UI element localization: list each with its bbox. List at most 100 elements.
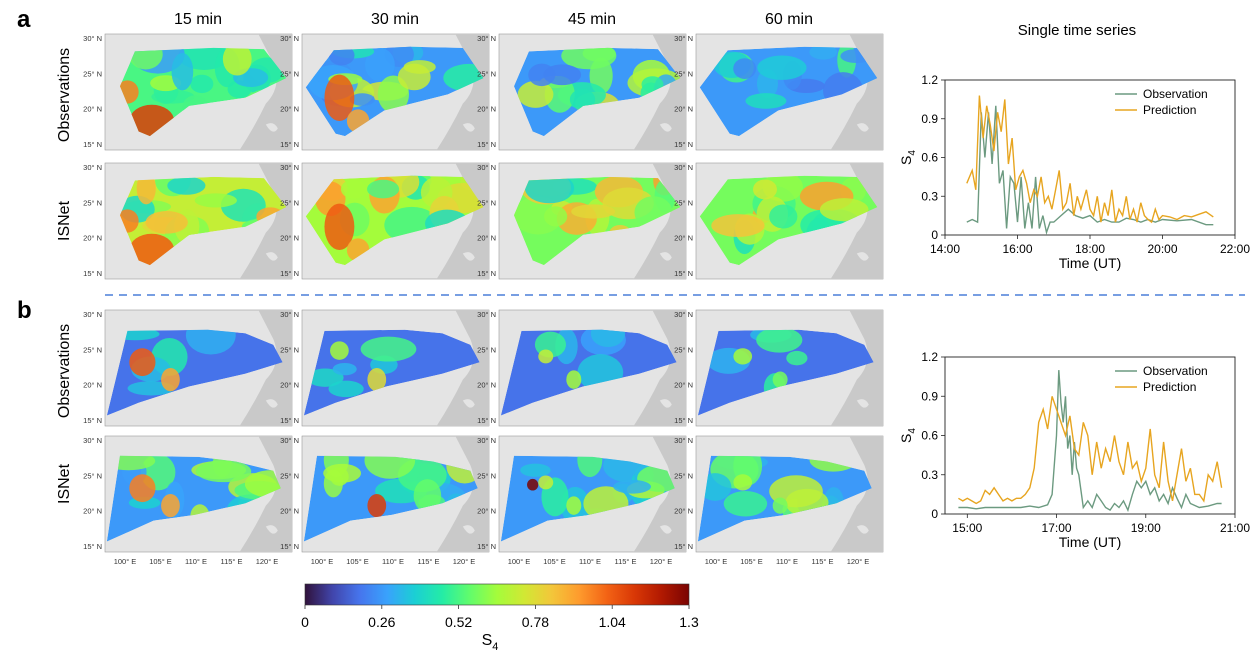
heatmap-blob bbox=[364, 455, 416, 479]
map-lat-tick: 30° N bbox=[83, 163, 102, 172]
map-lat-tick: 25° N bbox=[674, 471, 693, 480]
heatmap-blob bbox=[367, 494, 387, 518]
series-line-observation bbox=[966, 105, 1214, 235]
x-tick-label: 16:00 bbox=[1002, 242, 1032, 256]
island bbox=[856, 252, 869, 261]
map-lat-tick: 20° N bbox=[477, 234, 496, 243]
map-lon-tick: 100° E bbox=[508, 557, 531, 566]
map-a-isnet-3: 30° N 25° N 20° N 15° N bbox=[674, 162, 884, 280]
map-lon-tick: 115° E bbox=[417, 557, 439, 566]
map-lon-tick: 105° E bbox=[149, 557, 172, 566]
x-tick-label: 21:00 bbox=[1220, 521, 1250, 535]
map-b-isnet-0: 30° N 25° N 20° N 15° N 100° E 105° E 110° E 11… bbox=[83, 435, 293, 566]
heatmap-field bbox=[500, 455, 675, 542]
map-lat-tick: 15° N bbox=[83, 416, 102, 425]
map-lon-tick: 105° E bbox=[543, 557, 566, 566]
x-tick-label: 14:00 bbox=[930, 242, 960, 256]
x-tick-label: 19:00 bbox=[1131, 521, 1161, 535]
island bbox=[659, 123, 672, 132]
series-line-observation bbox=[958, 370, 1222, 513]
map-lat-tick: 15° N bbox=[674, 140, 693, 149]
island bbox=[462, 399, 475, 408]
heatmap-blob bbox=[330, 467, 349, 486]
heatmap-blob bbox=[349, 93, 375, 106]
map-lat-tick: 30° N bbox=[280, 163, 299, 172]
heatmap-blob bbox=[527, 478, 539, 491]
map-lat-tick: 20° N bbox=[280, 507, 299, 516]
map-lat-tick: 20° N bbox=[674, 381, 693, 390]
map-lat-tick: 15° N bbox=[477, 140, 496, 149]
map-a-isnet-2: 30° N 25° N 20° N 15° N bbox=[477, 162, 687, 280]
map-lon-tick: 120° E bbox=[256, 557, 279, 566]
heatmap-blob bbox=[367, 179, 400, 199]
heatmap-blob bbox=[244, 470, 281, 498]
heatmap-blob bbox=[328, 380, 364, 398]
y-tick-label: 1.2 bbox=[921, 350, 938, 364]
y-tick-label: 0.3 bbox=[921, 468, 938, 482]
map-lat-tick: 15° N bbox=[83, 542, 102, 551]
map-lat-tick: 30° N bbox=[83, 34, 102, 43]
heatmap-blob bbox=[167, 176, 206, 195]
heatmap-blob bbox=[129, 474, 156, 503]
colorbar-tick-label: 0.26 bbox=[368, 614, 395, 630]
map-lat-tick: 20° N bbox=[83, 507, 102, 516]
map-lat-tick: 30° N bbox=[280, 34, 299, 43]
x-tick-label: 20:00 bbox=[1147, 242, 1177, 256]
island bbox=[462, 252, 475, 261]
sea-area bbox=[436, 34, 489, 150]
island bbox=[462, 525, 475, 534]
legend-label-prediction: Prediction bbox=[1143, 103, 1196, 117]
colorbar: 0 0.26 0.52 0.78 1.04 1.3 S4 bbox=[301, 583, 699, 653]
island bbox=[856, 123, 869, 132]
map-lat-tick: 25° N bbox=[280, 471, 299, 480]
heatmap-blob bbox=[330, 341, 349, 360]
map-lat-tick: 20° N bbox=[477, 105, 496, 114]
sea-area bbox=[239, 436, 292, 552]
heatmap-blob bbox=[571, 204, 616, 219]
map-lat-tick: 25° N bbox=[477, 345, 496, 354]
heatmap-field bbox=[699, 46, 878, 137]
sea-area bbox=[633, 163, 686, 279]
map-lat-tick: 25° N bbox=[280, 198, 299, 207]
island bbox=[462, 123, 475, 132]
y-tick-label: 0.6 bbox=[921, 151, 938, 165]
x-tick-label: 15:00 bbox=[952, 521, 982, 535]
map-lon-tick: 110° E bbox=[185, 557, 207, 566]
heatmap-blob bbox=[809, 46, 838, 60]
y-axis-label: S4 bbox=[898, 428, 918, 443]
heatmap-blob bbox=[786, 350, 808, 366]
heatmap-blob bbox=[129, 348, 156, 377]
heatmap-blob bbox=[517, 80, 554, 108]
y-tick-label: 0.9 bbox=[921, 389, 938, 403]
map-lat-tick: 25° N bbox=[280, 345, 299, 354]
sea-area bbox=[830, 310, 883, 426]
map-lat-tick: 20° N bbox=[280, 105, 299, 114]
heatmap-blob bbox=[544, 206, 568, 227]
y-tick-label: 0.3 bbox=[921, 189, 938, 203]
heatmap-blob bbox=[367, 368, 387, 392]
heatmap-blob bbox=[819, 198, 869, 222]
map-b-obs-2: 30° N 25° N 20° N 15° N bbox=[477, 309, 687, 427]
panel-label-a: a bbox=[17, 6, 31, 33]
heatmap-blob bbox=[772, 371, 788, 388]
map-lon-tick: 115° E bbox=[614, 557, 636, 566]
island bbox=[856, 399, 869, 408]
map-lat-tick: 25° N bbox=[83, 69, 102, 78]
map-lat-tick: 30° N bbox=[477, 163, 496, 172]
heatmap-blob bbox=[756, 329, 803, 353]
sea-area bbox=[633, 310, 686, 426]
colorbar-tick-label: 0.52 bbox=[445, 614, 472, 630]
heatmap-blob bbox=[566, 370, 582, 389]
map-lat-tick: 25° N bbox=[674, 69, 693, 78]
heatmap-blob bbox=[745, 93, 787, 109]
heatmap-blob bbox=[222, 47, 252, 76]
heatmap-field bbox=[119, 47, 287, 137]
heatmap-blob bbox=[171, 53, 194, 91]
map-lat-tick: 30° N bbox=[674, 310, 693, 319]
colorbar-ticks: 0 0.26 0.52 0.78 1.04 1.3 bbox=[301, 605, 699, 630]
heatmap-blob bbox=[306, 368, 344, 387]
heatmap-blob bbox=[190, 74, 214, 94]
series-line-prediction bbox=[958, 396, 1223, 505]
heatmap-blob bbox=[711, 214, 765, 238]
island bbox=[265, 399, 278, 408]
